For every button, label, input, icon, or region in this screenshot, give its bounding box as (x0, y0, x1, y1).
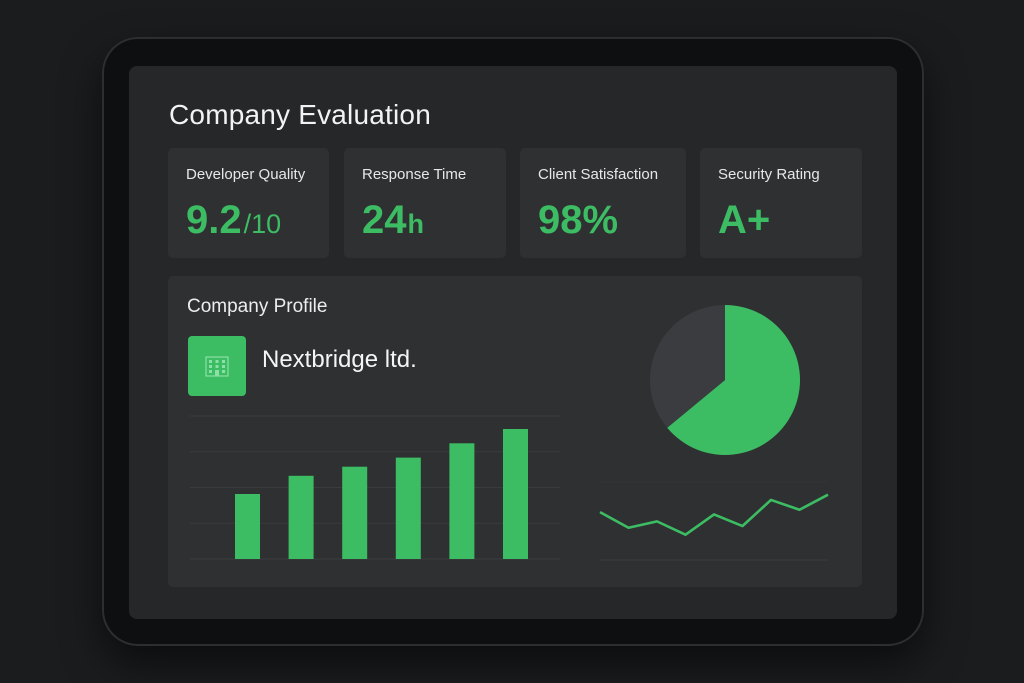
kpi-value-main: 24 (362, 198, 407, 242)
kpi-value-main: 98% (538, 198, 619, 242)
page-title: Company Evaluation (169, 99, 431, 130)
building-icon (205, 356, 229, 377)
kpi-value: A+ (718, 198, 770, 243)
bar-chart-bar (342, 466, 368, 559)
kpi-value: 98% (538, 198, 618, 243)
line-chart-series (599, 493, 829, 537)
kpi-label: Security Rating (718, 166, 820, 183)
bar-chart-bar (503, 429, 528, 559)
kpi-value-suffix: h (407, 209, 425, 239)
kpi-card-security-rating[interactable]: Security Rating A+ (700, 148, 862, 258)
bar-chart-bar (395, 457, 421, 559)
tablet-frame: Company Evaluation Developer Quality 9.2… (102, 37, 924, 646)
dashboard-screen: Company Evaluation Developer Quality 9.2… (129, 66, 897, 619)
bar-chart-bar (288, 475, 314, 559)
profile-title: Company Profile (187, 296, 328, 317)
kpi-label: Developer Quality (186, 166, 306, 183)
pie-chart-slice (650, 305, 725, 428)
company-name: Nextbridge ltd. (262, 346, 417, 373)
charts-area (190, 305, 829, 561)
kpi-card-response-time[interactable]: Response Time 24h (344, 148, 506, 258)
company-logo (188, 336, 246, 396)
kpi-value-main: 9.2 (186, 198, 242, 242)
kpi-label: Response Time (362, 166, 467, 183)
kpi-label: Client Satisfaction (538, 166, 659, 183)
kpi-value: 24h (362, 198, 424, 243)
company-profile-panel: Company Profile Nextbridge ltd. (168, 276, 862, 587)
bar-chart-bar (449, 443, 475, 559)
kpi-value-suffix: /10 (243, 209, 282, 239)
bar-chart-bar (235, 494, 260, 559)
kpi-card-client-satisfaction[interactable]: Client Satisfaction 98% (520, 148, 686, 258)
pie-chart-slice (667, 305, 800, 455)
kpi-card-developer-quality[interactable]: Developer Quality 9.2/10 (168, 148, 329, 258)
kpi-value-main: A+ (718, 198, 771, 242)
kpi-value: 9.2/10 (186, 198, 281, 243)
kpi-row: Developer Quality 9.2/10 Response Time 2… (168, 148, 862, 258)
